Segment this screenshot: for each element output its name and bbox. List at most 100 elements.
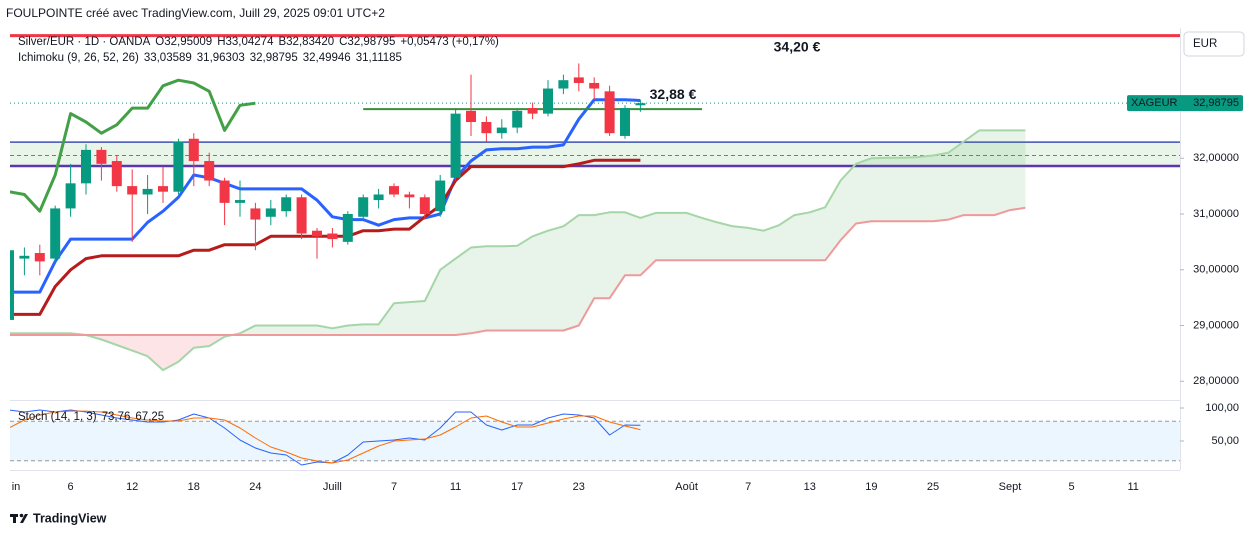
y-tick-label: 32,00000	[1193, 152, 1239, 164]
cloud-fill	[979, 130, 995, 216]
legend-value: 67,25	[135, 411, 164, 423]
cloud-fill	[440, 258, 456, 335]
y-tick-label: 29,00000	[1193, 319, 1239, 331]
cloud-fill	[578, 215, 595, 326]
cloud-fill	[902, 157, 918, 222]
candle-body	[466, 110, 476, 122]
cloud-fill	[948, 141, 964, 220]
main-pane	[10, 34, 1180, 372]
x-tick-label: 12	[126, 481, 138, 493]
cloud-fill	[347, 324, 364, 335]
cloud-fill	[917, 155, 933, 222]
candle-body	[10, 250, 14, 320]
cloud-fill	[286, 325, 302, 335]
cloud-fill	[702, 217, 718, 261]
cloud-fill	[871, 157, 887, 222]
cloud-fill	[501, 245, 518, 331]
y-tick-label: 31,00000	[1193, 208, 1239, 220]
price-tag	[1127, 95, 1243, 112]
cloud-fill	[163, 334, 179, 371]
x-tick-label: 19	[865, 481, 877, 493]
cloud-fill	[471, 246, 487, 334]
candle-body	[389, 186, 399, 195]
candle-body	[620, 108, 630, 136]
candle-body	[250, 208, 261, 220]
candle-body	[558, 80, 569, 89]
cloud-fill	[809, 207, 826, 261]
x-tick-label: 11	[1127, 481, 1138, 493]
cloud-fill	[825, 180, 841, 261]
candle-body	[327, 233, 338, 240]
candle-body	[127, 186, 138, 195]
cloud-fill	[717, 222, 733, 261]
indicator-line	[10, 78, 256, 213]
legend-value: 31,96303	[197, 52, 245, 64]
candle-body	[173, 141, 184, 192]
x-tick-label: 5	[1069, 481, 1075, 493]
candle-body	[604, 91, 615, 134]
cloud-fill	[748, 227, 764, 261]
candle-body	[512, 110, 523, 128]
x-tick-label: 7	[745, 481, 751, 493]
cloud-fill	[378, 303, 394, 335]
candle-body	[296, 197, 307, 234]
cloud-fill	[779, 215, 795, 261]
legend-value: O32,95009	[155, 36, 212, 48]
indicator-line	[10, 129, 1026, 372]
candle-body	[481, 122, 492, 134]
candle-body	[96, 149, 107, 164]
cloud-fill	[455, 247, 471, 335]
candle-body	[34, 253, 45, 262]
candle-body	[496, 127, 507, 134]
cloud-fill	[686, 212, 702, 261]
candle-body	[527, 108, 538, 114]
cloud-fill	[732, 226, 749, 261]
candle-body	[435, 180, 446, 212]
cloud-fill	[763, 225, 779, 261]
cloud-fill	[193, 334, 210, 348]
cloud-fill	[933, 152, 949, 222]
x-tick-label: 24	[249, 481, 261, 493]
candle-body	[188, 138, 199, 162]
cloud-fill	[147, 334, 163, 371]
cloud-fill	[424, 269, 441, 335]
currency-button[interactable]	[1183, 31, 1245, 57]
cloud-fill	[394, 302, 410, 335]
stoch-line	[10, 410, 641, 464]
band-fill	[10, 421, 1180, 461]
cloud-fill	[594, 212, 610, 299]
cloud-fill	[486, 246, 502, 331]
cloud-fill	[255, 325, 271, 335]
cloud-fill	[671, 212, 687, 261]
cloud-fill	[270, 325, 287, 335]
candle-body	[65, 183, 76, 209]
legend-value: 32,49946	[303, 52, 351, 64]
legend-value: 31,11185	[356, 52, 402, 64]
legend-value: H33,04274	[217, 36, 274, 48]
candle-body	[281, 197, 292, 212]
candle-body	[419, 197, 430, 214]
legend-value: +0,05473 (+0,17%)	[400, 36, 499, 48]
indicator-line	[10, 158, 641, 316]
currency-label: EUR	[1193, 38, 1217, 50]
cloud-fill	[548, 226, 564, 331]
cloud-fill	[116, 334, 133, 351]
cloud-fill	[409, 300, 425, 335]
legend-value: 32,98795	[250, 52, 298, 64]
candle-body	[142, 188, 153, 195]
candle-body	[204, 161, 215, 181]
y-tick-label: 28,00000	[1193, 375, 1239, 387]
cloud-fill	[886, 157, 903, 222]
y-tick-label: 50,00	[1211, 435, 1239, 447]
candle-body	[312, 230, 322, 237]
candle-body	[219, 180, 230, 203]
candle-body	[635, 103, 646, 106]
candle-body	[158, 186, 168, 192]
cloud-fill	[963, 130, 980, 216]
cloud-fill	[532, 230, 548, 331]
candle-body	[111, 161, 122, 187]
page-title: FOULPOINTE créé avec TradingView.com, Ju…	[6, 6, 385, 20]
candle-body	[404, 194, 415, 198]
